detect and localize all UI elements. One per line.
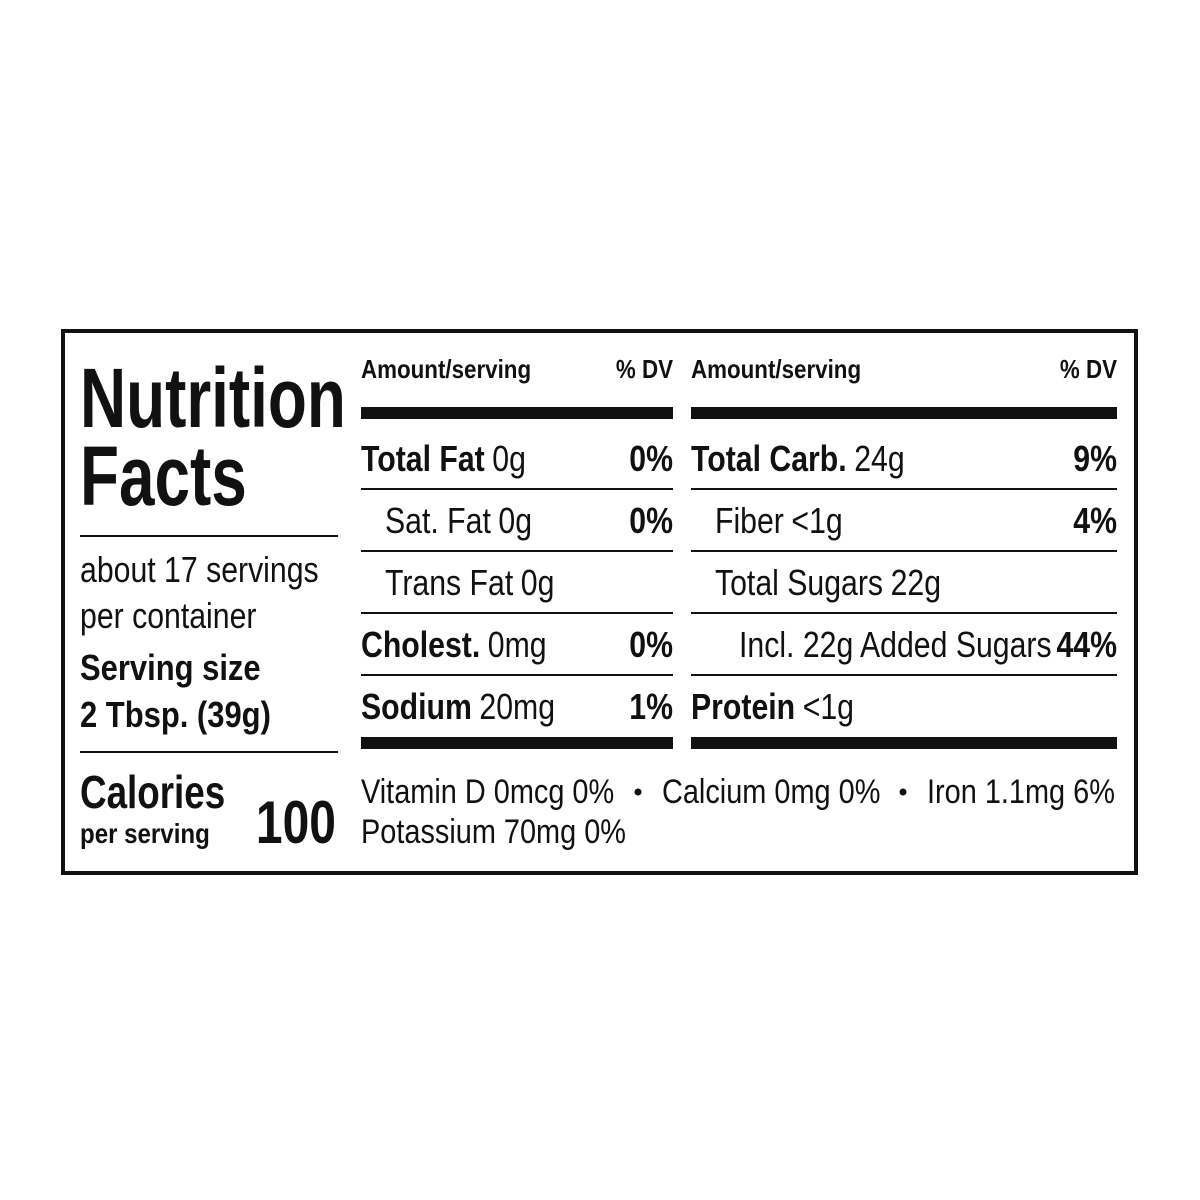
daily-value-part: 0%: [629, 440, 673, 480]
servings-line: about 17 servings: [80, 551, 319, 591]
calories-label: Calories: [80, 766, 225, 818]
nutrient-amount: 22g: [891, 564, 941, 604]
daily-value: 44%: [1056, 626, 1117, 666]
footer-item-part: Vitamin D 0mcg 0%: [361, 772, 614, 811]
nutrient-amount: 20mg: [479, 688, 555, 728]
footer-item: Iron 1.1mg 6%: [927, 772, 1115, 811]
nutrient-name: Total Fat: [361, 440, 485, 480]
bullet: [634, 788, 642, 796]
nutrient-row: Protein <1g: [691, 688, 854, 728]
nutrient-name: Protein: [691, 688, 795, 728]
footer-item: Potassium 70mg 0%: [361, 812, 626, 851]
daily-value-part: 44%: [1056, 626, 1117, 666]
nutrient-amount: 24g: [854, 440, 904, 480]
column-header-part: % DV: [1060, 355, 1117, 384]
nutrient-amount: 0g: [492, 440, 526, 480]
daily-value: 1%: [629, 688, 673, 728]
nutrient-amount: <1g: [803, 688, 854, 728]
nutrient-name: Total Sugars: [715, 564, 883, 604]
column-header: % DV: [616, 355, 673, 384]
servings-line-part: about 17 servings: [80, 551, 319, 591]
nutrient-row: Incl. 22g Added Sugars: [739, 626, 1052, 666]
footer-item: Calcium 0mg 0%: [662, 772, 880, 811]
nutrient-name: Cholest.: [361, 626, 480, 666]
divider: [80, 535, 338, 537]
serving-size-label-part: Serving size: [80, 649, 261, 689]
nutrient-row: Total Fat 0g: [361, 440, 526, 480]
title-line-part: Nutrition: [80, 350, 346, 445]
label-border: [61, 329, 1138, 875]
column-header-part: Amount/serving: [691, 355, 861, 384]
row-divider: [361, 674, 673, 676]
column-header: % DV: [1060, 355, 1117, 384]
daily-value: 0%: [629, 440, 673, 480]
title-line: Nutrition: [80, 350, 346, 445]
column-header-part: % DV: [616, 355, 673, 384]
daily-value: 9%: [1073, 440, 1117, 480]
thick-bar: [691, 407, 1117, 419]
daily-value-part: 0%: [629, 626, 673, 666]
column-header: Amount/serving: [361, 355, 531, 384]
title-line-part: Facts: [80, 428, 247, 523]
nutrient-row: Trans Fat 0g: [385, 564, 554, 604]
nutrient-amount: <1g: [791, 502, 842, 542]
row-divider: [361, 488, 673, 490]
row-divider: [691, 550, 1117, 552]
title-line: Facts: [80, 428, 247, 523]
daily-value: 0%: [629, 626, 673, 666]
footer-item-part: Calcium 0mg 0%: [662, 772, 880, 811]
nutrient-name: Sat. Fat: [385, 502, 491, 542]
calories-sublabel: per serving: [80, 817, 210, 849]
column-header: Amount/serving: [691, 355, 861, 384]
nutrient-row: Sat. Fat 0g: [385, 502, 532, 542]
serving-size-part: 2 Tbsp. (39g): [80, 696, 271, 736]
column-header-part: Amount/serving: [361, 355, 531, 384]
bullet: [899, 788, 907, 796]
daily-value-part: 1%: [629, 688, 673, 728]
nutrient-row: Total Sugars 22g: [715, 564, 941, 604]
nutrient-name: Total Carb.: [691, 440, 847, 480]
nutrient-amount: 0g: [498, 502, 532, 542]
row-divider: [361, 612, 673, 614]
row-divider: [361, 550, 673, 552]
nutrient-name: Sodium: [361, 688, 472, 728]
daily-value-part: 9%: [1073, 440, 1117, 480]
thick-bar: [361, 407, 673, 419]
calories-sublabel-part: per serving: [80, 817, 210, 849]
serving-size: 2 Tbsp. (39g): [80, 696, 271, 736]
nutrient-amount: 0mg: [488, 626, 547, 666]
servings-line-part: per container: [80, 597, 256, 637]
daily-value-part: 0%: [629, 502, 673, 542]
daily-value: 4%: [1073, 502, 1117, 542]
calories-label-part: Calories: [80, 766, 225, 818]
row-divider: [691, 612, 1117, 614]
calories-value-part: 100: [256, 789, 336, 856]
daily-value: 0%: [629, 502, 673, 542]
nutrient-row: Sodium 20mg: [361, 688, 555, 728]
serving-size-label: Serving size: [80, 649, 261, 689]
footer-item: Vitamin D 0mcg 0%: [361, 772, 614, 811]
nutrient-name: Fiber: [715, 502, 784, 542]
thick-bar: [361, 737, 673, 749]
thick-bar: [691, 737, 1117, 749]
servings-line: per container: [80, 597, 256, 637]
nutrient-row: Cholest. 0mg: [361, 626, 547, 666]
calories-value: 100: [256, 789, 336, 856]
row-divider: [691, 488, 1117, 490]
nutrient-row: Total Carb. 24g: [691, 440, 905, 480]
footer-item-part: Iron 1.1mg 6%: [927, 772, 1115, 811]
nutrient-name: Trans Fat: [385, 564, 513, 604]
daily-value-part: 4%: [1073, 502, 1117, 542]
nutrient-row: Fiber <1g: [715, 502, 843, 542]
row-divider: [691, 674, 1117, 676]
nutrient-amount: 0g: [521, 564, 555, 604]
nutrient-name: Incl. 22g Added Sugars: [739, 626, 1052, 666]
divider: [80, 751, 338, 753]
footer-item-part: Potassium 70mg 0%: [361, 812, 626, 851]
